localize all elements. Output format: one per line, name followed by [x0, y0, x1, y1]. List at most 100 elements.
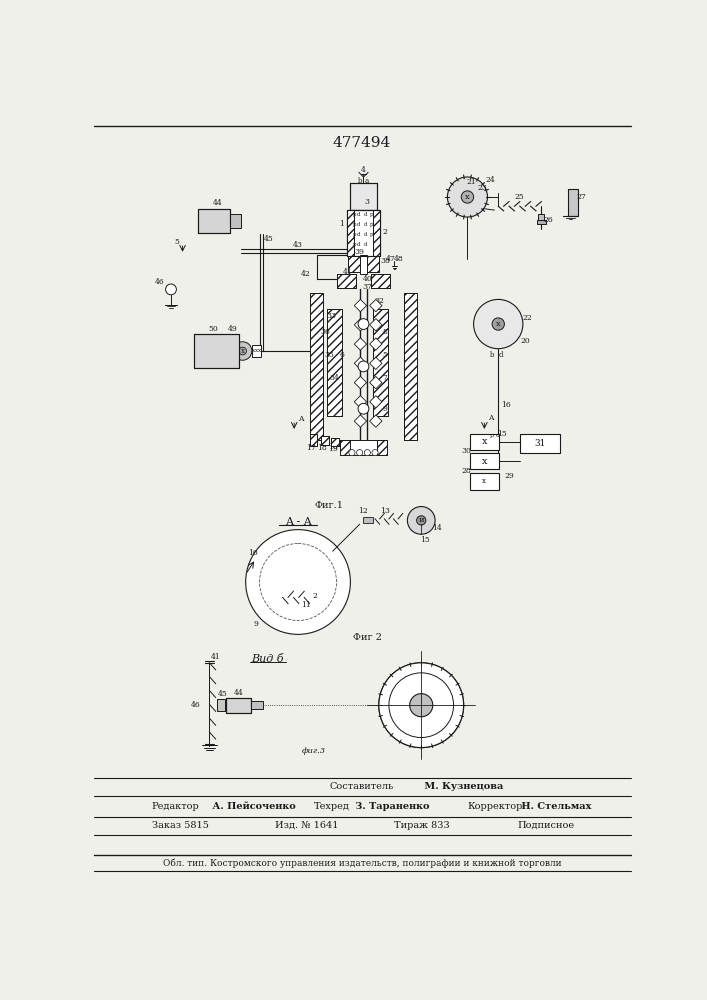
Polygon shape [354, 299, 366, 312]
Circle shape [492, 318, 504, 330]
Bar [368, 256, 379, 272]
Text: x: x [252, 349, 255, 354]
Text: 19: 19 [328, 445, 337, 453]
Bar [331, 438, 339, 446]
Bar [363, 517, 373, 523]
Text: x: x [258, 349, 261, 354]
Text: b: b [490, 351, 494, 359]
Text: x: x [481, 437, 487, 446]
Polygon shape [370, 357, 382, 369]
Text: Н. Стельмах: Н. Стельмах [518, 802, 592, 811]
Text: 38: 38 [380, 257, 390, 265]
Text: x: x [482, 477, 486, 485]
Text: d: d [496, 433, 501, 438]
Text: 7: 7 [382, 374, 387, 382]
Text: b: b [358, 177, 362, 185]
Polygon shape [354, 376, 366, 389]
Bar [337, 274, 356, 288]
Text: 24: 24 [486, 176, 496, 184]
Text: p: p [370, 222, 373, 227]
Text: 2: 2 [382, 228, 387, 236]
Text: 2: 2 [312, 592, 317, 600]
Text: 33: 33 [326, 312, 336, 320]
Text: p: p [353, 222, 356, 227]
Bar [331, 438, 339, 446]
Bar [340, 440, 350, 455]
Bar [337, 274, 356, 288]
Bar [373, 309, 388, 416]
Polygon shape [370, 338, 382, 350]
Text: 20: 20 [520, 337, 530, 345]
Polygon shape [354, 415, 366, 427]
Text: 15: 15 [497, 430, 507, 438]
Text: x: x [255, 349, 258, 354]
Text: 5: 5 [174, 238, 179, 246]
Circle shape [409, 694, 433, 717]
Bar [226, 698, 251, 713]
Bar [321, 436, 329, 445]
Bar [373, 309, 388, 416]
Bar [373, 210, 380, 256]
Bar [346, 210, 380, 256]
Text: 10: 10 [248, 549, 258, 557]
Bar [251, 701, 264, 709]
Polygon shape [370, 415, 382, 427]
Text: d: d [357, 242, 361, 247]
Text: Тираж 833: Тираж 833 [395, 821, 450, 830]
Text: 13: 13 [380, 507, 390, 515]
Bar [340, 440, 387, 455]
Bar [469, 453, 499, 469]
Text: p: p [353, 232, 356, 237]
Bar [373, 210, 380, 256]
Bar [348, 256, 360, 272]
Circle shape [165, 284, 176, 295]
Bar [198, 209, 230, 233]
Text: 22: 22 [522, 314, 532, 322]
Text: d: d [364, 232, 368, 237]
Text: 39: 39 [355, 248, 365, 256]
Text: d: d [364, 222, 368, 227]
Circle shape [372, 450, 378, 456]
Text: А. Пейсоченко: А. Пейсоченко [209, 802, 296, 811]
Bar [310, 434, 317, 446]
Bar [348, 256, 360, 272]
Text: 9: 9 [253, 620, 258, 628]
Text: A: A [298, 415, 303, 423]
Circle shape [474, 299, 523, 349]
Text: 4: 4 [361, 166, 366, 174]
Text: 17: 17 [306, 444, 316, 452]
Circle shape [407, 507, 435, 534]
Bar [340, 440, 350, 455]
Bar [469, 473, 499, 490]
Text: 37: 37 [363, 283, 373, 291]
Text: 1: 1 [339, 220, 344, 228]
Polygon shape [354, 396, 366, 408]
Bar [346, 210, 354, 256]
Bar [327, 309, 342, 416]
Bar [404, 293, 417, 440]
Bar [378, 440, 387, 455]
Text: 35: 35 [324, 351, 334, 359]
Bar [350, 183, 378, 210]
Bar [469, 434, 499, 450]
Circle shape [461, 191, 474, 203]
Circle shape [358, 403, 369, 414]
Text: 25: 25 [515, 193, 525, 201]
Bar [321, 436, 329, 445]
Text: 3: 3 [365, 198, 370, 206]
Bar [346, 210, 354, 256]
Polygon shape [370, 396, 382, 408]
Polygon shape [370, 319, 382, 331]
Text: и: и [419, 516, 424, 524]
Text: М. Кузнецова: М. Кузнецова [421, 782, 503, 791]
Circle shape [379, 663, 464, 748]
Bar [348, 256, 360, 272]
Text: x: x [361, 362, 366, 370]
Bar [310, 293, 324, 440]
Circle shape [239, 347, 247, 355]
Text: фиг.3: фиг.3 [301, 747, 325, 755]
Text: 11: 11 [301, 601, 310, 609]
Bar [360, 255, 368, 274]
Bar [520, 434, 560, 453]
Bar [371, 274, 390, 288]
